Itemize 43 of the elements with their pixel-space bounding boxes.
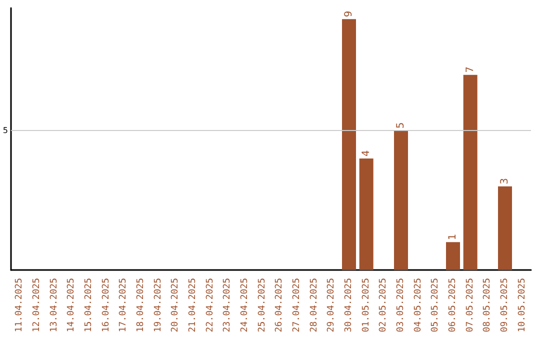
x-tick-label: 19.04.2025 bbox=[153, 278, 164, 332]
x-tick-label: 28.04.2025 bbox=[309, 278, 320, 332]
x-tick-label: 15.04.2025 bbox=[84, 278, 94, 332]
x-tick-label: 13.04.2025 bbox=[49, 278, 60, 332]
x-tick-label: 17.04.2025 bbox=[118, 278, 129, 332]
x-tick-label: 12.04.2025 bbox=[32, 278, 42, 332]
bar bbox=[463, 74, 478, 270]
x-tick-label: 14.04.2025 bbox=[66, 278, 77, 332]
bar bbox=[446, 242, 460, 270]
x-tick-label: 08.05.2025 bbox=[482, 278, 493, 332]
x-tick-label: 27.04.2025 bbox=[292, 278, 302, 332]
x-tick-label: 24.04.2025 bbox=[240, 278, 250, 332]
x-tick-label: 07.05.2025 bbox=[465, 278, 476, 332]
x-tick-label: 04.05.2025 bbox=[413, 278, 424, 332]
data-label: 9 bbox=[344, 10, 354, 18]
x-tick-label: 16.04.2025 bbox=[101, 278, 112, 332]
data-label: 4 bbox=[360, 150, 372, 157]
x-tick-label: 03.05.2025 bbox=[396, 278, 406, 332]
bar bbox=[498, 186, 512, 270]
x-tick-label: 23.04.2025 bbox=[222, 278, 233, 332]
bar bbox=[394, 130, 408, 270]
x-tick-label: 01.05.2025 bbox=[361, 278, 372, 332]
x-tick-label: 26.04.2025 bbox=[274, 278, 285, 332]
x-tick-label: 30.04.2025 bbox=[344, 278, 354, 332]
ref-line-label: 5 bbox=[2, 126, 8, 136]
data-label: 3 bbox=[500, 178, 510, 184]
x-tick-label: 11.04.2025 bbox=[14, 278, 25, 332]
x-tick-label: 20.04.2025 bbox=[170, 278, 181, 332]
x-tick-label: 10.05.2025 bbox=[517, 278, 528, 332]
x-tick-label: 22.04.2025 bbox=[205, 278, 216, 332]
x-tick-label: 06.05.2025 bbox=[448, 278, 458, 332]
x-tick-label: 09.05.2025 bbox=[500, 278, 510, 332]
x-tick-label: 29.04.2025 bbox=[326, 278, 337, 332]
data-label: 7 bbox=[464, 66, 476, 73]
x-tick-label: 21.04.2025 bbox=[188, 278, 198, 332]
x-tick-label: 05.05.2025 bbox=[430, 278, 441, 332]
x-tick-label: 18.04.2025 bbox=[136, 278, 146, 332]
bar bbox=[342, 19, 356, 270]
bar bbox=[359, 158, 374, 270]
x-tick-label: 25.04.2025 bbox=[257, 278, 268, 332]
data-label: 5 bbox=[396, 122, 406, 129]
data-label: 1 bbox=[448, 234, 458, 240]
x-tick-label: 02.05.2025 bbox=[378, 278, 389, 332]
